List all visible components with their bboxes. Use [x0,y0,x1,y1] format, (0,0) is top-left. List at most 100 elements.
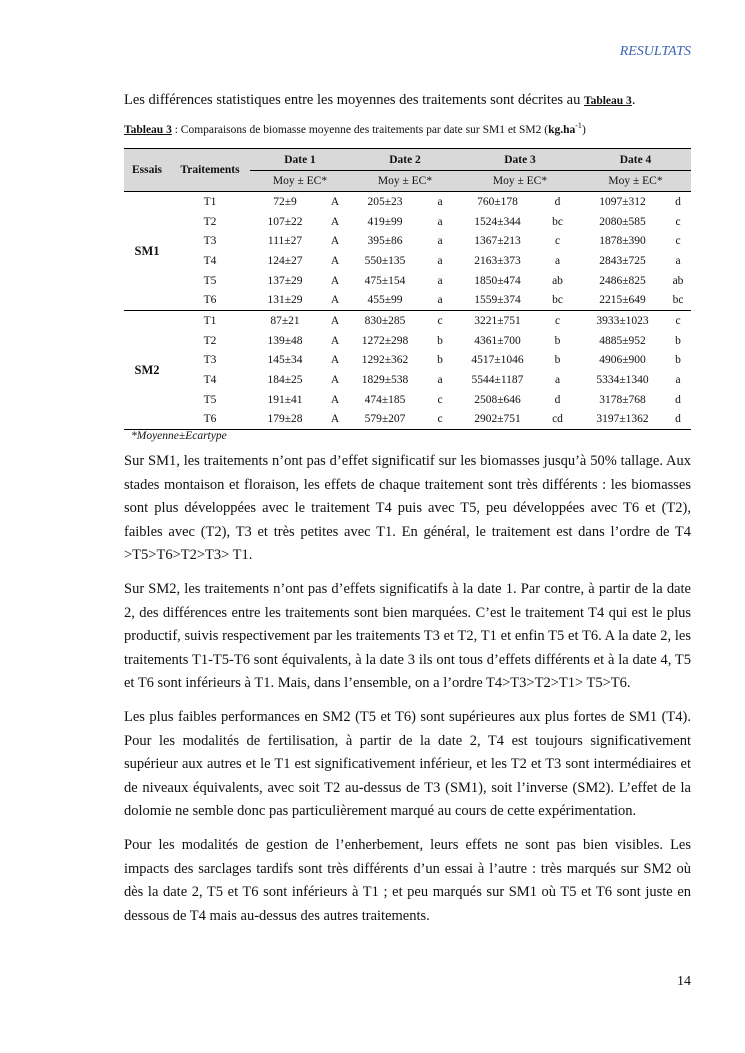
significance-letter: b [675,354,681,367]
mean-sd-cell: 2215±649 [599,294,646,307]
significance-letter: c [554,235,561,248]
treatment-cell: T4 [203,254,217,267]
significance-letter: d [554,195,561,208]
significance-letter: a [437,274,443,287]
table-footnote: *Moyenne±Ecartype [131,430,227,442]
table-row: SM2 T1 87±21 A 830±285 c 3221±751 c 3933±1023 c [124,311,691,377]
mean-sd-cell: 1097±312 [599,195,646,208]
table-row: T5 137±29 A 475±154 a 1850±474 ab 2486±825 ab [124,271,691,291]
mean-sd-cell: 107±22 [267,215,303,228]
treatment-cell: T5 [203,393,217,406]
mean-sd-cell: 2163±373 [474,254,521,267]
mean-sd-cell: 5334±1340 [596,374,649,387]
significance-letter: a [437,235,443,248]
group-sm1: SM1 T1 72±9 A 205±23 a 760±178 d 1097±312 d T2 107±… [124,192,691,311]
mean-sd-cell: 1559±374 [474,294,521,307]
significance-letter: A [330,294,340,307]
intro-sentence: Les différences statistiques entre les m… [124,92,584,108]
paragraph: Les plus faibles performances en SM2 (T5… [124,708,691,820]
mean-sd-cell: 2508±646 [474,393,521,406]
table-row: T6 179±28 A 579±207 c 2902±751 cd 3197±1362 d [124,410,691,430]
mean-sd-cell: 131±29 [267,294,303,307]
mean-sd-cell: 760±178 [477,195,518,208]
significance-letter: c [675,235,681,248]
significance-letter: bc [672,294,684,307]
mean-sd-cell: 124±27 [267,254,303,267]
table-row: SM1 T1 72±9 A 205±23 a 760±178 d 1097±312 d [124,192,691,258]
significance-letter: b [554,354,561,367]
significance-letter: a [437,254,443,267]
caption-unit-sup: -1 [575,121,582,130]
mean-sd-cell: 3221±751 [474,314,521,327]
significance-letter: b [554,334,561,347]
mean-sd-cell: 5544±1187 [471,374,524,387]
significance-letter: c [437,393,443,406]
mean-sd-cell: 3933±1023 [596,314,649,327]
page-number: 14 [677,974,691,989]
mean-sd-cell: 145±34 [267,354,303,367]
col-date-1: Date 1 [250,148,350,171]
col-traitements: Traitements [170,148,250,192]
mean-sd-cell: 184±25 [267,374,303,387]
mean-sd-cell: 579±207 [364,413,406,426]
caption-unit: kg.ha [548,123,576,136]
caption-label: Tableau 3 [124,123,172,136]
mean-sd-cell: 2486±825 [599,274,646,287]
mean-sd-cell: 419±99 [367,215,403,228]
significance-letter: a [437,195,443,208]
significance-letter: d [675,393,681,406]
paragraph: Sur SM1, les traitements n’ont pas d’eff… [124,453,691,564]
table-row: T2 139±48 A 1272±298 b 4361±700 b 4885±952 b [124,331,691,351]
body-text: Sur SM1, les traitements n’ont pas d’eff… [124,450,691,938]
mean-sd-cell: 3178±768 [599,393,646,406]
significance-letter: A [330,354,340,367]
mean-sd-cell: 3197±1362 [596,413,649,426]
caption-close: ) [581,123,586,136]
col-date-4: Date 4 [580,148,691,171]
section-header: RESULTATS [619,44,691,59]
significance-letter: ab [672,274,684,287]
significance-letter: a [554,374,561,387]
significance-letter: A [330,274,340,287]
paragraph: Sur SM2, les traitements n’ont pas d’eff… [124,580,691,692]
significance-letter: a [437,215,443,228]
significance-letter: A [330,235,340,248]
intro-end: . [631,92,636,108]
mean-sd-cell: 191±41 [267,393,303,406]
significance-letter: bc [552,294,563,307]
significance-letter: c [437,413,443,426]
significance-letter: A [330,393,340,406]
mean-sd-cell: 4361±700 [474,334,521,347]
mean-sd-cell: 205±23 [367,195,403,208]
significance-letter: A [330,413,340,426]
treatment-cell: T6 [203,413,217,426]
significance-letter: b [437,354,443,367]
table-row: T4 124±27 A 550±135 a 2163±373 a 2843±725 a [124,251,691,271]
treatment-cell: T1 [203,195,217,208]
biomass-table: Essais Traitements Date 1 Date 2 Date 3 … [124,148,691,430]
significance-letter: A [330,314,340,327]
significance-letter: d [675,195,681,208]
mean-sd-cell: 550±135 [364,254,406,267]
treatment-cell: T1 [203,314,217,327]
significance-letter: c [437,314,443,327]
group-sm2: SM2 T1 87±21 A 830±285 c 3221±751 c 3933±1023 c T2… [124,311,691,430]
significance-letter: a [675,254,681,267]
mean-sd-cell: 2843±725 [599,254,646,267]
significance-letter: b [675,334,681,347]
significance-letter: a [675,374,681,387]
mean-sd-cell: 474±185 [364,393,406,406]
mean-sd-cell: 1272±298 [361,334,409,347]
mean-sd-cell: 1367±213 [474,235,521,248]
significance-letter: bc [552,215,563,228]
significance-letter: d [675,413,681,426]
treatment-cell: T3 [203,235,217,248]
subhead-date-2: Moy ± EC* [350,170,460,192]
significance-letter: cd [552,413,563,426]
table-row: T6 131±29 A 455±99 a 1559±374 bc 2215±649 bc [124,290,691,310]
significance-letter: a [437,374,443,387]
mean-sd-cell: 111±27 [267,235,303,248]
significance-letter: a [437,294,443,307]
mean-sd-cell: 137±29 [267,274,303,287]
significance-letter: c [675,314,681,327]
